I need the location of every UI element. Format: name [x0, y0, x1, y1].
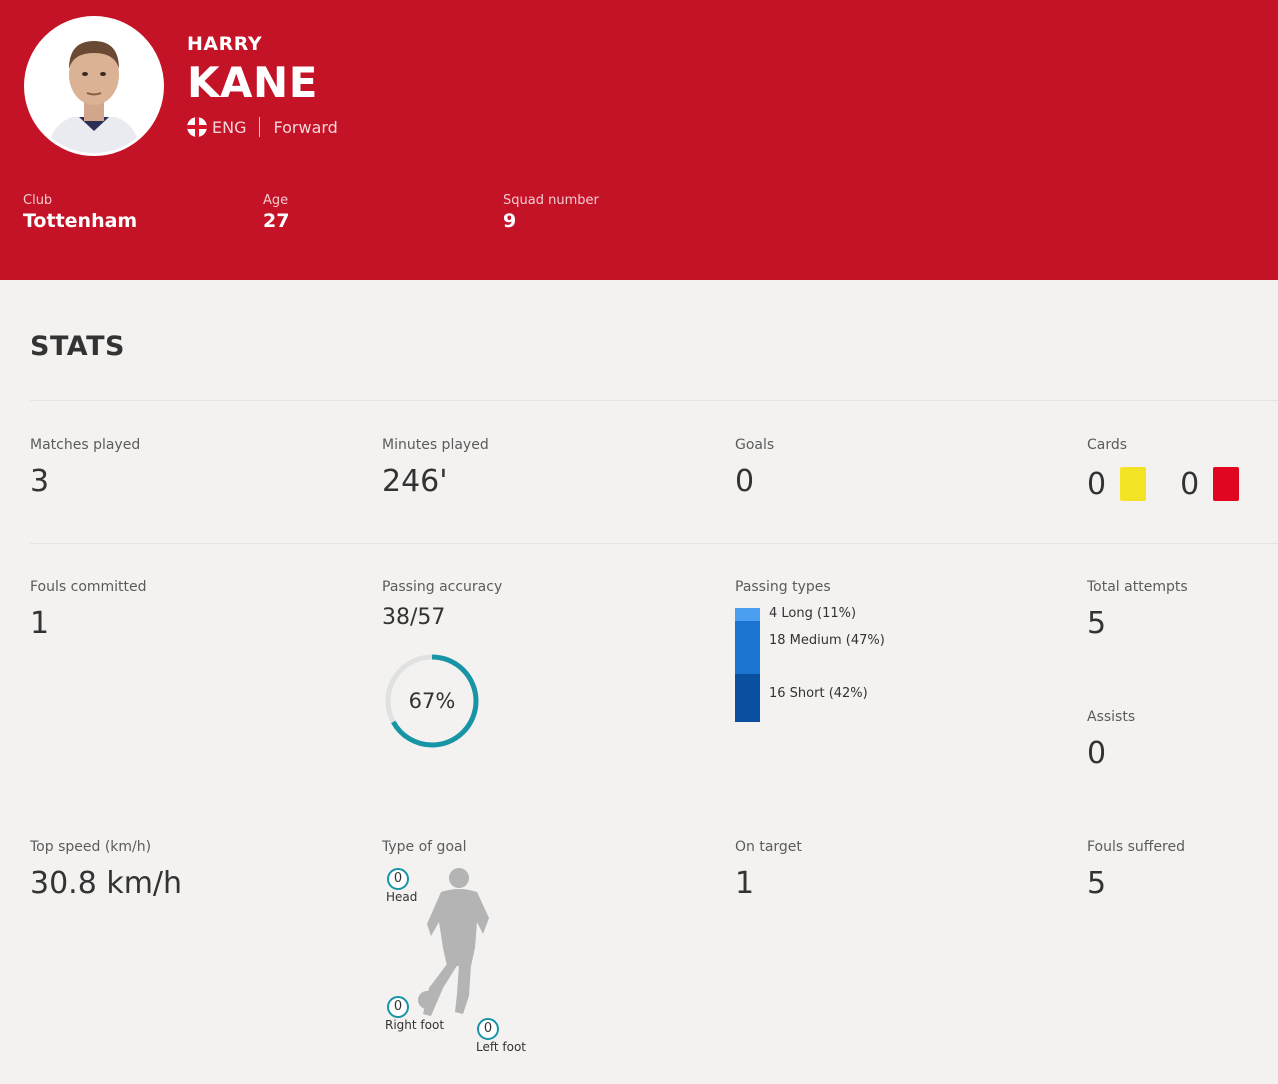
- stat-value: 0: [735, 464, 755, 499]
- stat-label: Matches played: [30, 437, 141, 453]
- goal-head-label: Head: [386, 890, 418, 904]
- passing-accuracy-ring: 67%: [385, 654, 479, 748]
- passing-types-bar: 4 Long (11%) 18 Medium (47%) 16 Short (42%…: [735, 606, 1035, 722]
- passing-type-label: 4 Long (11%): [769, 606, 857, 621]
- stat-fouls-committed: Fouls committed 1: [30, 579, 147, 640]
- passing-type-segment: [735, 674, 760, 722]
- stat-label: On target: [735, 839, 802, 855]
- stat-cards: Cards 0 0: [1087, 437, 1240, 502]
- info-age-label: Age: [263, 193, 289, 208]
- stat-label: Top speed (km/h): [30, 839, 152, 855]
- player-avatar: [24, 16, 164, 156]
- stat-value: 3: [30, 464, 50, 499]
- stat-label: Total attempts: [1087, 579, 1188, 595]
- ring-progress: [385, 654, 479, 748]
- goal-head-count: 0: [387, 868, 409, 890]
- stats-divider: [30, 400, 1278, 401]
- info-age: Age 27: [263, 193, 289, 232]
- stat-value: 0: [1087, 736, 1107, 771]
- player-header: HARRY KANE ENG Forward Club Tottenham Ag…: [0, 0, 1278, 280]
- stat-value: 30.8 km/h: [30, 866, 183, 901]
- stat-label: Passing types: [735, 579, 831, 595]
- stat-goals: Goals 0: [735, 437, 774, 498]
- stat-label: Type of goal: [382, 839, 467, 855]
- goal-type-figure: 0 Head 0 Right foot 0 Left foot: [383, 866, 533, 1056]
- stat-value: 5: [1087, 866, 1107, 901]
- player-photo: [27, 19, 161, 153]
- stat-top-speed: Top speed (km/h) 30.8 km/h: [30, 839, 182, 900]
- info-age-value: 27: [263, 210, 290, 232]
- stats-divider: [30, 543, 1278, 544]
- england-flag-icon: [187, 117, 207, 137]
- stat-total-attempts: Total attempts 5: [1087, 579, 1188, 640]
- yellow-card-icon: [1120, 467, 1147, 501]
- stat-value: 1: [30, 606, 50, 641]
- stat-type-of-goal: Type of goal: [382, 839, 466, 855]
- passing-type-label: 16 Short (42%): [769, 686, 868, 702]
- passing-accuracy-percent: 67%: [409, 689, 456, 713]
- red-card-count: 0: [1180, 466, 1200, 502]
- player-silhouette-icon: [418, 868, 489, 1016]
- player-last-name: KANE: [187, 58, 318, 107]
- player-country: ENG: [212, 117, 247, 137]
- info-squad-number-label: Squad number: [503, 193, 599, 208]
- stat-value: 1: [735, 866, 755, 901]
- player-first-name: HARRY: [187, 33, 263, 55]
- info-squad-number-value: 9: [503, 210, 517, 232]
- stat-on-target: On target 1: [735, 839, 802, 900]
- passing-type-label: 18 Medium (47%): [769, 632, 885, 648]
- yellow-card-count: 0: [1087, 466, 1107, 502]
- stat-label: Cards: [1087, 437, 1128, 453]
- stat-fouls-suffered: Fouls suffered 5: [1087, 839, 1185, 900]
- stat-label: Minutes played: [382, 437, 489, 453]
- passing-accuracy-fraction: 38/57: [382, 605, 446, 630]
- goal-left-foot-label: Left foot: [476, 1040, 527, 1054]
- stat-label: Fouls committed: [30, 579, 147, 595]
- stat-value: 5: [1087, 606, 1107, 641]
- stat-label: Fouls suffered: [1087, 839, 1185, 855]
- info-squad-number: Squad number 9: [503, 193, 599, 232]
- goal-right-foot-count: 0: [387, 996, 409, 1018]
- stat-value: 246': [382, 464, 448, 499]
- stats-title: STATS: [30, 331, 125, 362]
- passing-type-segment: [735, 608, 760, 621]
- player-position: Forward: [273, 117, 338, 137]
- player-meta: ENG Forward: [187, 116, 338, 138]
- stat-matches-played: Matches played 3: [30, 437, 140, 498]
- info-club-label: Club: [23, 193, 53, 208]
- stat-passing-types: Passing types: [735, 579, 831, 595]
- stat-label: Passing accuracy: [382, 579, 503, 595]
- stat-label: Goals: [735, 437, 775, 453]
- passing-type-segment: [735, 620, 760, 675]
- stat-label: Assists: [1087, 709, 1136, 725]
- stat-minutes-played: Minutes played 246': [382, 437, 489, 498]
- stat-passing-accuracy: Passing accuracy 38/57: [382, 579, 502, 630]
- cards-row: 0 0: [1087, 466, 1240, 502]
- goal-left-foot-count: 0: [477, 1018, 499, 1040]
- info-club-value: Tottenham: [23, 210, 138, 232]
- stat-assists: Assists 0: [1087, 709, 1135, 770]
- red-card-icon: [1213, 467, 1240, 501]
- info-club: Club Tottenham: [23, 193, 137, 232]
- goal-right-foot-label: Right foot: [385, 1018, 445, 1032]
- meta-divider: [259, 117, 261, 137]
